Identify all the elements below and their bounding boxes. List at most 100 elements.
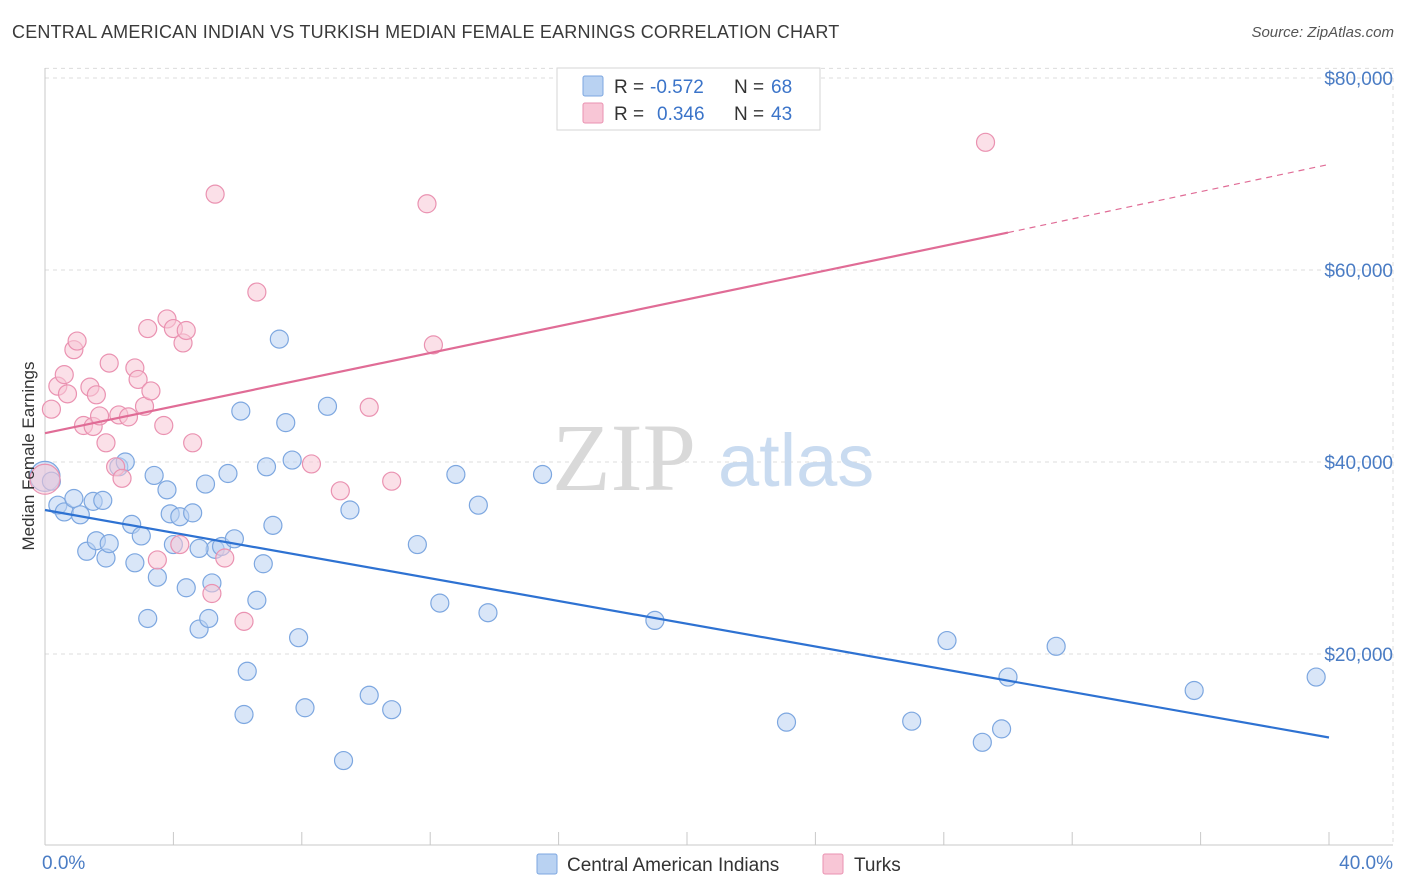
pink-point-42 [975, 132, 996, 152]
blue-point-54 [478, 603, 498, 623]
blue-point-36 [247, 590, 267, 610]
legend-r-label-0: R = [614, 77, 644, 98]
pink-point-19 [128, 369, 148, 390]
y-tick-label-1: $40,000 [1324, 453, 1393, 474]
pink-point-27 [170, 534, 190, 555]
watermark: ZIP atlas [552, 404, 874, 511]
blue-point-55 [532, 464, 553, 485]
blue-point-27 [195, 474, 216, 494]
blue-point-50 [407, 534, 427, 555]
pink-point-29 [176, 320, 196, 341]
blue-point-60 [972, 732, 992, 752]
blue-point-34 [231, 401, 251, 421]
blue-point-37 [253, 554, 273, 574]
blue-point-51 [430, 593, 450, 613]
bottom-legend: Central American Indians Turks [536, 853, 901, 876]
pink-point-0 [29, 463, 61, 495]
pink-point-24 [154, 415, 174, 436]
y-tick-label-0: $20,000 [1324, 645, 1393, 666]
watermark-zip: ZIP [552, 404, 696, 511]
y-tick-label-2: $60,000 [1324, 261, 1393, 282]
blue-point-45 [317, 396, 338, 416]
y-tick-labels: $20,000 $40,000 $60,000 $80,000 [1324, 69, 1393, 666]
blue-point-28 [199, 608, 219, 629]
blue-point-53 [468, 495, 488, 515]
pink-point-38 [359, 397, 379, 417]
y-tick-label-3: $80,000 [1324, 69, 1393, 90]
pink-point-22 [141, 381, 161, 401]
blue-point-67 [189, 538, 209, 559]
legend-n-label-0: N = [734, 77, 764, 98]
x-tick-label-1: 40.0% [1339, 853, 1393, 874]
blue-point-62 [998, 667, 1018, 687]
blue-point-4 [64, 488, 84, 509]
blue-point-42 [282, 450, 302, 470]
blue-point-16 [131, 526, 151, 546]
trend-line-blue [44, 508, 1330, 739]
blue-point-52 [446, 464, 466, 485]
blue-point-61 [991, 719, 1012, 739]
pink-point-16 [112, 468, 132, 488]
blue-point-17 [138, 608, 158, 629]
pink-point-21 [138, 318, 158, 339]
blue-point-24 [176, 578, 196, 598]
blue-point-49 [382, 700, 402, 720]
pink-point-13 [99, 353, 119, 373]
data-points [29, 132, 1326, 771]
y-axis-label: Median Female Earnings [19, 362, 38, 551]
blue-point-25 [183, 503, 203, 523]
x-tick-label-0: 0.0% [42, 853, 85, 874]
pink-point-31 [202, 583, 222, 604]
trend-line-pink-extension [1007, 163, 1330, 234]
pink-point-35 [247, 282, 267, 302]
blue-point-32 [218, 463, 238, 484]
blue-point-64 [1184, 680, 1204, 701]
blue-point-47 [340, 500, 360, 520]
blue-point-35 [237, 661, 257, 681]
blue-point-11 [99, 533, 119, 554]
legend-swatch-pink [582, 102, 604, 124]
legend-r-label-1: R = [614, 104, 644, 125]
bottom-legend-swatch-pink [822, 853, 844, 875]
blue-point-63 [1046, 636, 1066, 656]
axes [44, 68, 1393, 846]
blue-point-39 [263, 515, 283, 535]
pink-point-36 [301, 454, 322, 474]
blue-point-66 [234, 704, 254, 725]
pink-point-4 [57, 384, 78, 404]
pink-point-3 [54, 365, 74, 385]
legend-r-value-1: 0.346 [657, 104, 705, 125]
bottom-legend-label-1: Turks [854, 855, 901, 876]
pink-point-1 [41, 399, 62, 419]
bottom-legend-swatch-blue [536, 853, 558, 875]
blue-point-18 [144, 465, 164, 486]
legend-n-label-1: N = [734, 104, 764, 125]
pink-point-6 [67, 331, 87, 351]
blue-point-59 [937, 630, 957, 651]
pink-point-33 [215, 548, 235, 568]
blue-point-48 [359, 685, 379, 705]
blue-point-43 [288, 628, 309, 648]
legend-swatch-blue [582, 75, 604, 97]
legend: R = -0.572 N = 68 R = 0.346 N = 43 [556, 67, 821, 131]
pink-point-37 [330, 481, 350, 501]
blue-point-41 [276, 413, 296, 433]
chart-title: CENTRAL AMERICAN INDIAN VS TURKISH MEDIA… [12, 22, 840, 42]
blue-point-19 [147, 567, 167, 587]
blue-point-57 [776, 712, 797, 732]
blue-point-58 [902, 711, 922, 731]
legend-n-value-1: 43 [771, 104, 792, 125]
pink-point-34 [234, 611, 254, 631]
pink-point-12 [96, 433, 116, 453]
blue-point-40 [269, 329, 289, 349]
source-label: Source: ZipAtlas.com [1251, 24, 1394, 41]
pink-point-41 [423, 335, 444, 355]
blue-point-44 [295, 698, 315, 718]
pink-point-39 [382, 471, 402, 491]
watermark-atlas: atlas [718, 419, 874, 502]
trend-line-pink [44, 231, 1009, 435]
blue-point-56 [645, 610, 665, 631]
x-tick-labels: 0.0% 40.0% [42, 853, 1393, 874]
pink-point-32 [205, 184, 225, 204]
